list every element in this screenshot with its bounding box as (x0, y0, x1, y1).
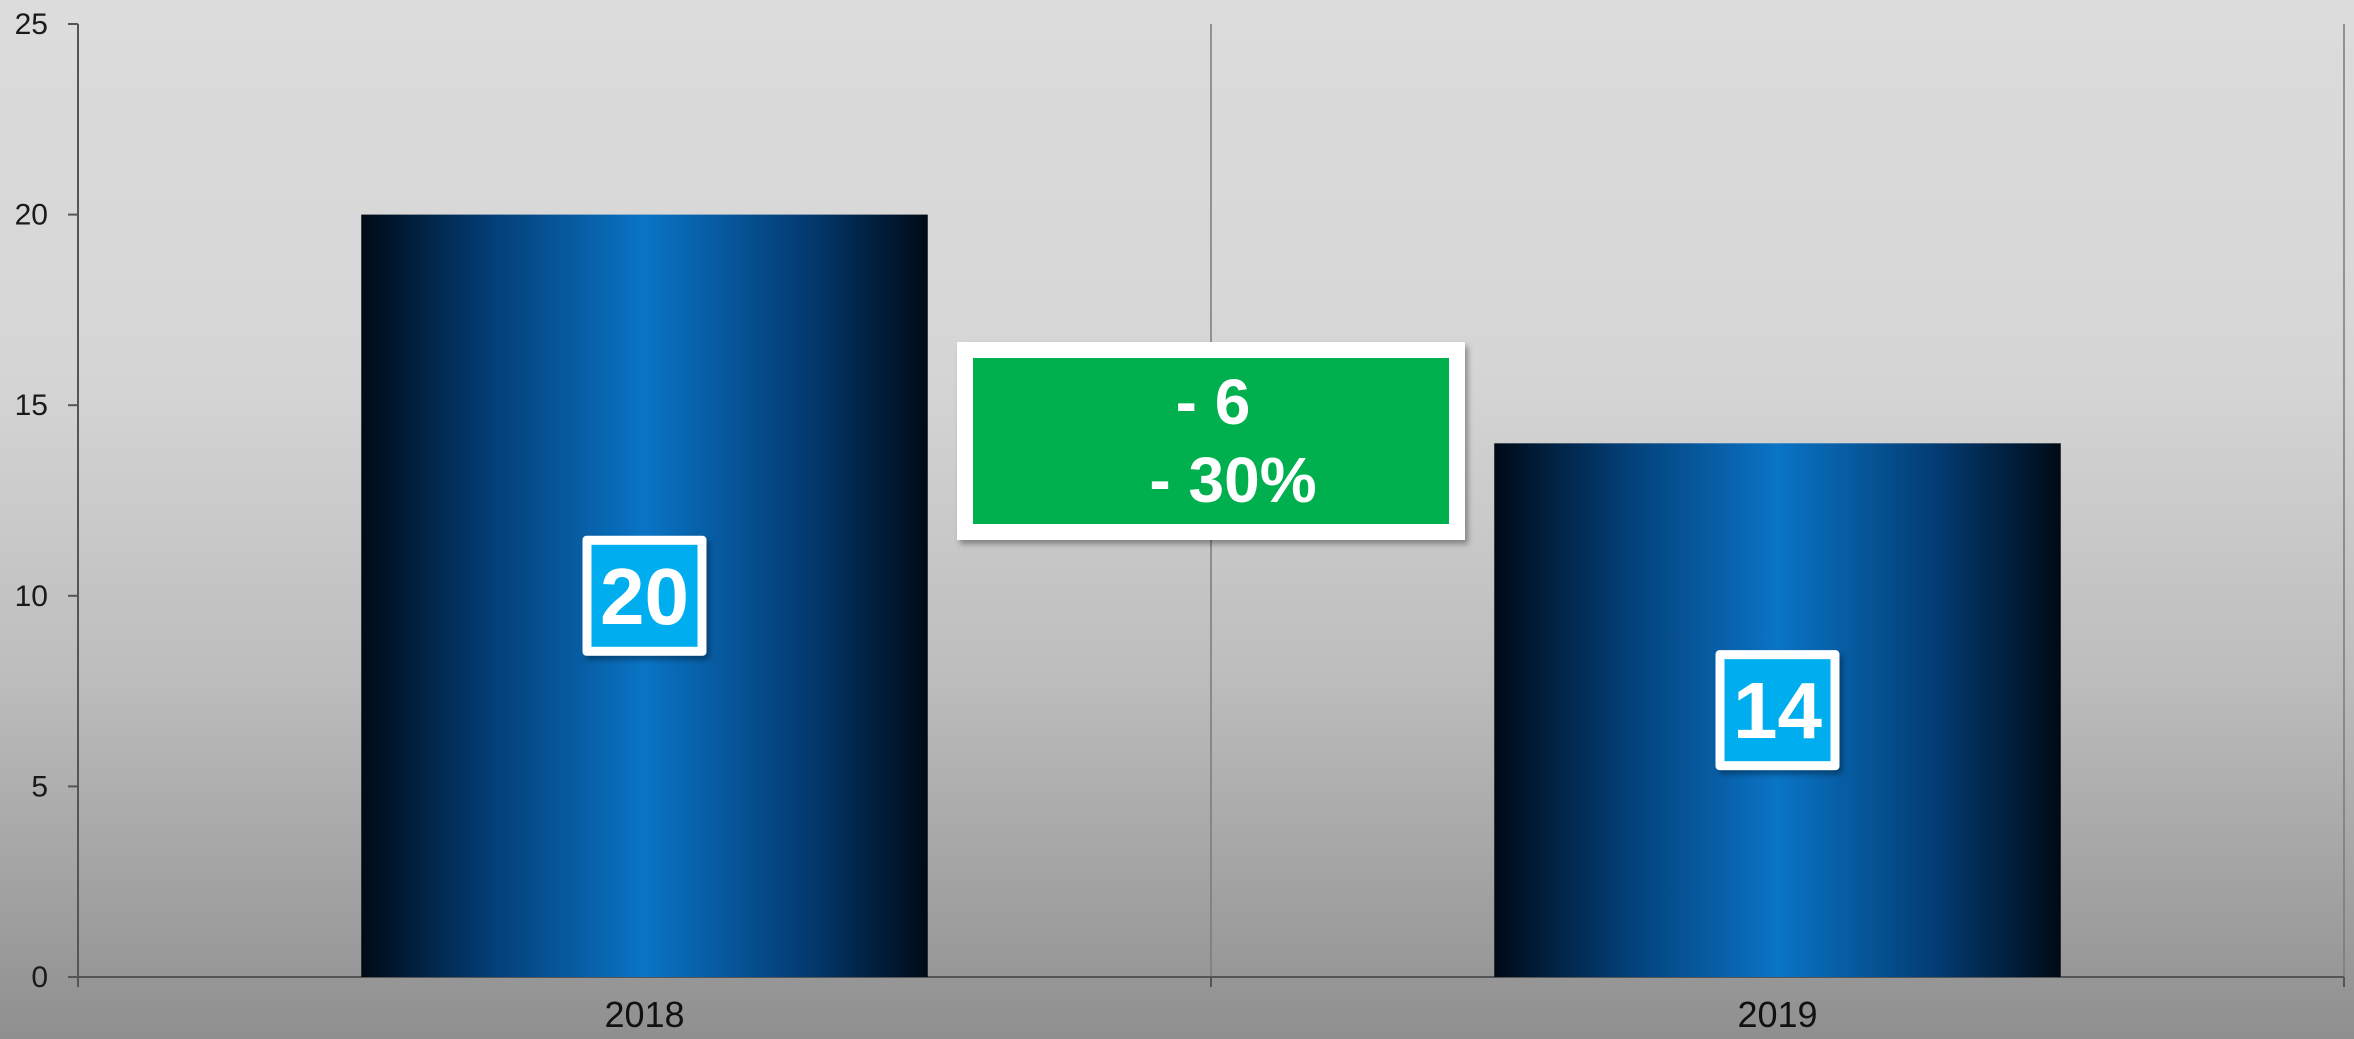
y-tick-label: 20 (15, 199, 48, 232)
annotation-percent-change: - 30% (1149, 444, 1316, 516)
y-tick-label: 10 (15, 580, 48, 613)
data-label-text: 14 (1733, 666, 1822, 755)
y-tick-label: 5 (31, 770, 48, 803)
data-label-2019 (1715, 650, 1840, 771)
data-label-text: 20 (600, 552, 689, 641)
change-annotation: - 6- 30% (957, 342, 1465, 540)
x-category-label: 2018 (604, 994, 684, 1035)
data-label-2018 (582, 535, 707, 656)
annotation-box (973, 358, 1449, 524)
annotation-absolute-change: - 6 (1176, 366, 1251, 438)
x-category-label: 2019 (1737, 994, 1817, 1035)
y-tick-label: 25 (15, 8, 48, 41)
y-tick-label: 15 (15, 389, 48, 422)
data-label-box (591, 544, 698, 647)
y-tick-label: 0 (31, 961, 48, 994)
annotation-box-group (957, 342, 1465, 540)
data-label-box (1724, 659, 1831, 762)
